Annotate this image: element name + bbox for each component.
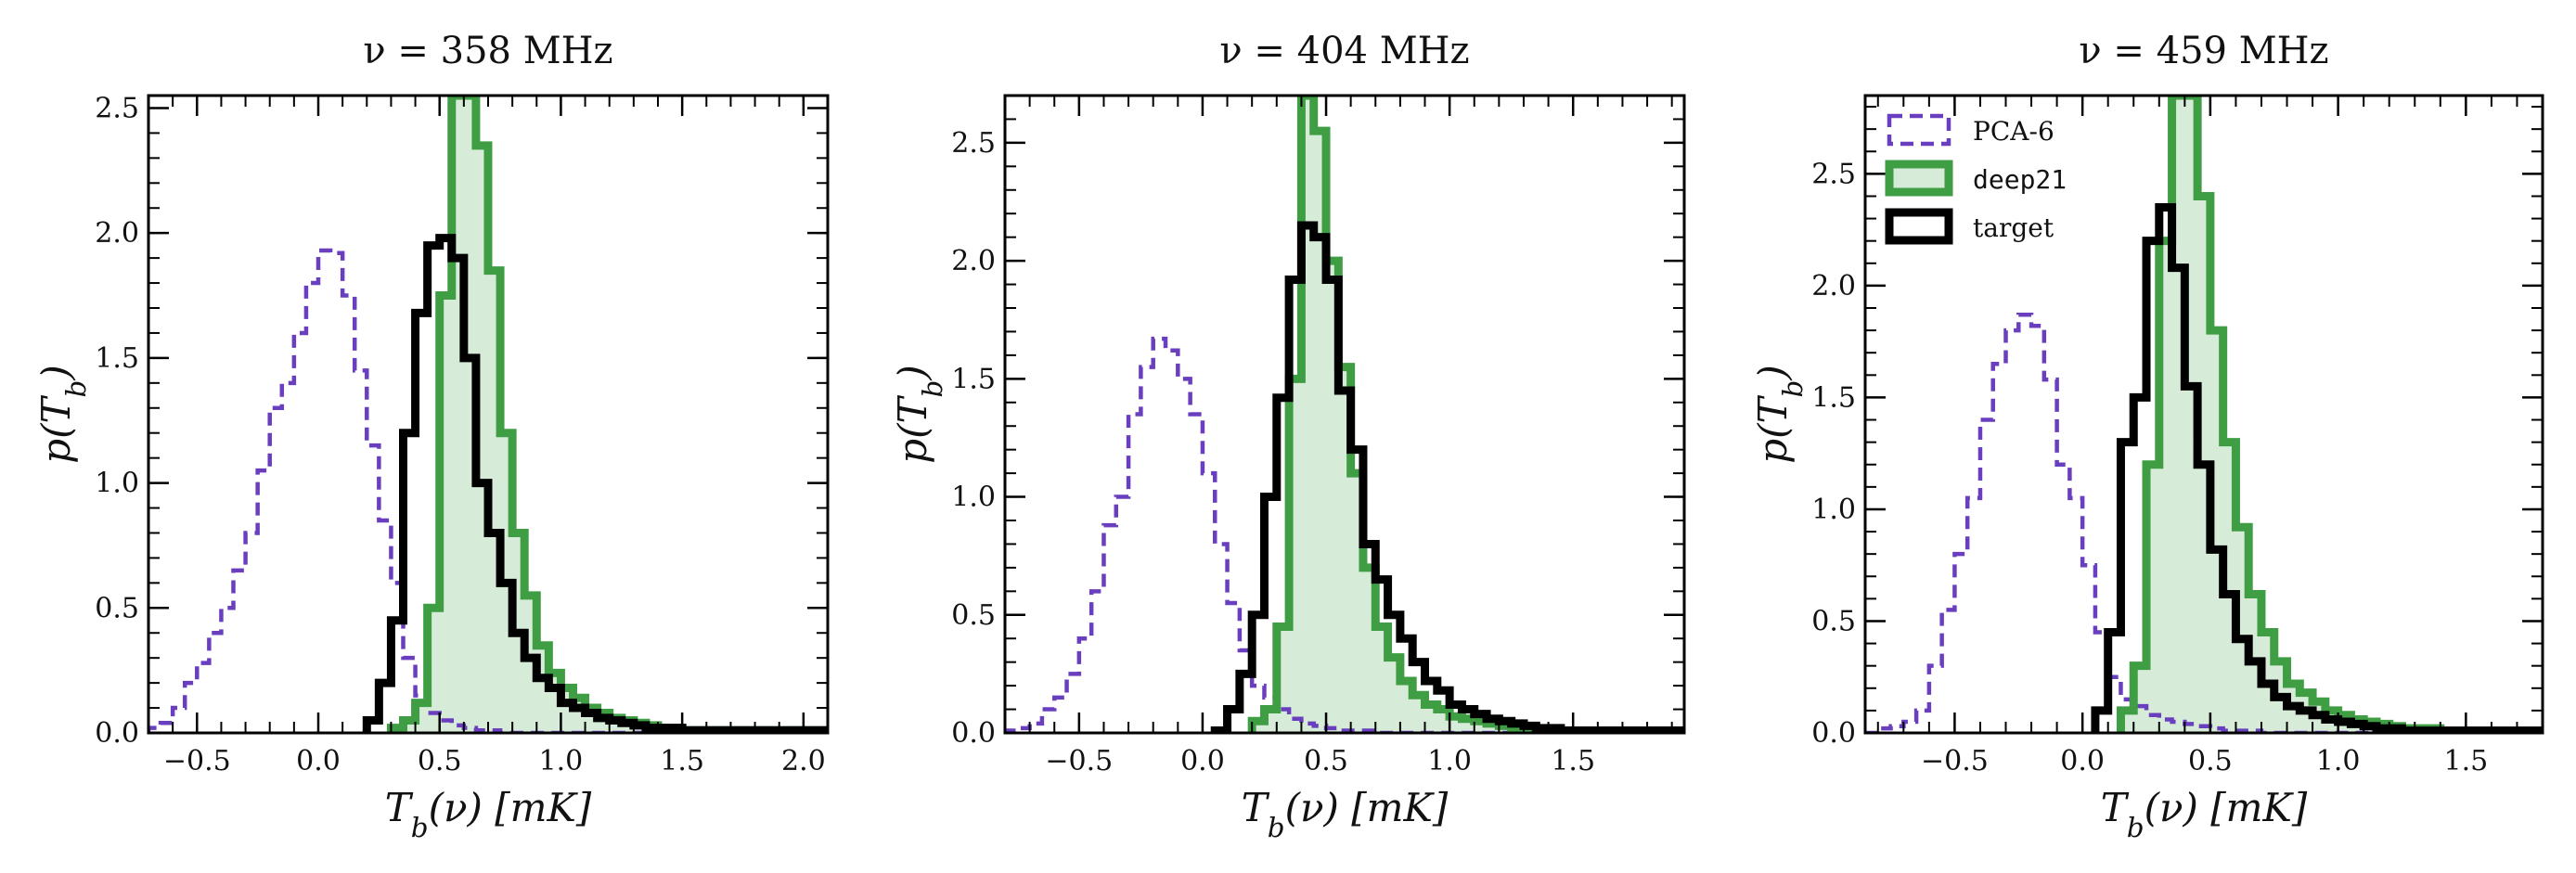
y-tick-label: 2.0 (95, 217, 139, 250)
y-axis-label: p(Tb) (33, 365, 92, 464)
y-tick-label: 1.0 (951, 481, 996, 514)
x-tick-label: 1.5 (660, 745, 704, 777)
chart-panel-2: −0.5 0.0 0.5 1.0 1.5 0.0 0.5 1.0 1.5 2.0 2.5 ν = 40… (890, 30, 1686, 843)
y-tick-label: 0.5 (1811, 605, 1856, 637)
y-tick-label: 0.5 (951, 599, 996, 632)
target-histogram (362, 234, 828, 733)
chart-panel-3: −0.5 0.0 0.5 1.0 1.5 0.0 0.5 1.0 1.5 2.0 2.5 ν = 45… (1750, 30, 2544, 843)
panel-title: ν = 404 MHz (1219, 30, 1469, 72)
x-tick-label: 1.5 (2443, 745, 2488, 777)
y-tick-label: 2.0 (1811, 270, 1856, 302)
x-tick-label: 2.0 (781, 745, 826, 777)
x-tick-label: 1.0 (1427, 745, 1472, 777)
legend-swatch-target (1885, 208, 1953, 245)
x-tick-label: 1.5 (1551, 745, 1595, 777)
x-axis-label: Tb(ν) [mK] (1242, 785, 1449, 843)
plot-area (148, 96, 828, 733)
x-tick-label: 0.5 (1304, 745, 1348, 777)
legend-item-pca-6: PCA-6 (1887, 113, 2054, 147)
x-axis-label: Tb(ν) [mK] (2101, 785, 2308, 843)
y-tick-label: 0.0 (1811, 717, 1856, 750)
deep21-fill (1252, 96, 1684, 733)
panel-title: ν = 358 MHz (363, 30, 612, 72)
axes-frame (1003, 94, 1686, 735)
legend-swatch-deep21 (1885, 160, 1953, 197)
deep21-fill (391, 96, 828, 733)
y-tick-label: 2.5 (1811, 158, 1856, 190)
y-tick-label: 2.5 (95, 92, 139, 124)
pca6-histogram (1005, 336, 1684, 733)
x-tick-label: 0.5 (2188, 745, 2233, 777)
y-tick-label: 1.0 (95, 468, 139, 500)
panel-title: ν = 459 MHz (2079, 30, 2328, 72)
plot-area (1865, 96, 2543, 733)
plot-area (1005, 96, 1684, 733)
y-tick-label: 1.5 (95, 342, 139, 375)
x-tick-label: 1.0 (2316, 745, 2361, 777)
legend-label: PCA-6 (1973, 116, 2054, 147)
x-tick-label: 0.0 (1180, 745, 1225, 777)
y-tick-label: 1.5 (1811, 381, 1856, 414)
axes-frame (1863, 94, 2544, 735)
y-axis-label: p(Tb) (1750, 365, 1809, 464)
legend-label: target (1973, 212, 2054, 243)
x-tick-label: −0.5 (1045, 745, 1113, 777)
y-tick-label: 0.5 (95, 592, 139, 624)
y-tick-label: 1.0 (1811, 494, 1856, 526)
y-tick-label: 1.5 (951, 363, 996, 395)
legend-item-target: target (1885, 208, 2054, 245)
legend-label: deep21 (1973, 164, 2067, 195)
x-tick-label: −0.5 (1921, 745, 1989, 777)
x-tick-label: −0.5 (163, 745, 231, 777)
y-tick-label: 0.0 (951, 717, 996, 750)
x-tick-label: 0.0 (296, 745, 341, 777)
legend: PCA-6 deep21 target (1885, 113, 2067, 245)
x-tick-label: 0.0 (2060, 745, 2105, 777)
legend-item-deep21: deep21 (1885, 160, 2067, 197)
x-tick-label: 0.5 (418, 745, 462, 777)
y-tick-label: 2.5 (951, 127, 996, 160)
target-histogram (2091, 203, 2543, 733)
y-tick-label: 2.0 (951, 245, 996, 277)
x-axis-label: Tb(ν) [mK] (385, 785, 592, 843)
legend-swatch-pca6 (1887, 113, 1951, 147)
target-histogram (1210, 221, 1684, 733)
x-tick-label: 1.0 (539, 745, 584, 777)
y-axis-label: p(Tb) (890, 365, 948, 464)
deep21-fill (2120, 96, 2543, 733)
y-tick-label: 0.0 (95, 717, 139, 750)
chart-panel-1: −0.5 0.0 0.5 1.0 1.5 2.0 0.0 0.5 1.0 1.5 2.0 2.5 ν =… (33, 30, 830, 843)
